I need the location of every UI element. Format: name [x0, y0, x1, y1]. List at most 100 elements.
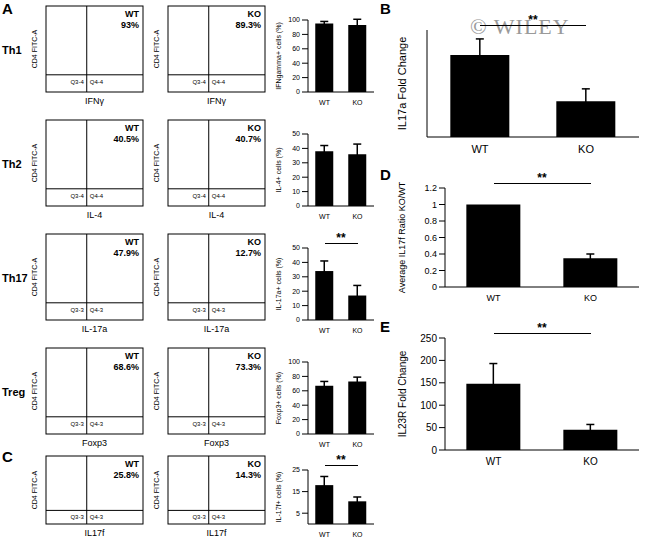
svg-text:WT: WT — [319, 327, 331, 334]
svg-text:150: 150 — [420, 377, 437, 388]
svg-text:IL-17a: IL-17a — [204, 324, 230, 334]
svg-text:Q4-3: Q4-3 — [90, 421, 104, 427]
svg-text:40.5%: 40.5% — [113, 134, 139, 144]
svg-text:10: 10 — [292, 302, 300, 309]
svg-text:20: 20 — [292, 74, 300, 81]
svg-text:IL23R Fold Change: IL23R Fold Change — [397, 350, 408, 437]
svg-text:Q4-4: Q4-4 — [212, 193, 226, 199]
svg-text:IL17f: IL17f — [84, 528, 105, 538]
svg-text:0: 0 — [431, 445, 437, 456]
svg-text:0.4: 0.4 — [424, 249, 437, 259]
svg-text:0: 0 — [296, 430, 300, 437]
svg-text:40: 40 — [292, 60, 300, 67]
svg-text:100: 100 — [420, 400, 437, 411]
svg-text:WT: WT — [319, 531, 331, 538]
svg-text:50: 50 — [426, 422, 438, 433]
svg-text:WT: WT — [319, 441, 331, 448]
svg-text:KO: KO — [248, 123, 262, 133]
svg-text:10: 10 — [292, 188, 300, 195]
svg-text:80: 80 — [292, 31, 300, 38]
svg-text:Q4-3: Q4-3 — [90, 307, 104, 313]
svg-text:Q4-3: Q4-3 — [212, 514, 226, 520]
svg-text:CD4 FITC-A: CD4 FITC-A — [31, 257, 38, 296]
svg-text:0.2: 0.2 — [424, 266, 437, 276]
svg-text:WT: WT — [125, 459, 139, 469]
svg-text:IFNγ: IFNγ — [207, 96, 226, 106]
svg-text:68.6%: 68.6% — [113, 362, 139, 372]
svg-text:IFNgamma+ cells (%): IFNgamma+ cells (%) — [275, 22, 283, 89]
svg-text:93%: 93% — [121, 20, 139, 30]
svg-text:Q3-3: Q3-3 — [70, 421, 84, 427]
svg-text:KO: KO — [352, 327, 363, 334]
svg-text:40.7%: 40.7% — [235, 134, 261, 144]
svg-text:Q3-3: Q3-3 — [70, 514, 84, 520]
svg-text:Foxp3: Foxp3 — [204, 438, 229, 448]
svg-text:IL17f: IL17f — [206, 528, 227, 538]
svg-text:WT: WT — [319, 213, 331, 220]
svg-text:KO: KO — [248, 237, 262, 247]
svg-text:Foxp3+ cells (%): Foxp3+ cells (%) — [275, 372, 283, 424]
svg-text:KO: KO — [248, 459, 262, 469]
svg-text:Q3-3: Q3-3 — [192, 307, 206, 313]
svg-text:Q4-3: Q4-3 — [90, 514, 104, 520]
svg-text:WT: WT — [125, 123, 139, 133]
svg-text:WT: WT — [487, 293, 501, 303]
svg-text:15: 15 — [292, 488, 300, 495]
svg-text:25.8%: 25.8% — [113, 470, 139, 480]
svg-text:0: 0 — [296, 202, 300, 209]
svg-text:100: 100 — [288, 16, 300, 23]
svg-text:CD4 FITC-A: CD4 FITC-A — [153, 470, 160, 509]
svg-text:1: 1 — [432, 200, 437, 210]
svg-text:89.3%: 89.3% — [235, 20, 261, 30]
svg-text:0: 0 — [296, 316, 300, 323]
svg-text:WT: WT — [125, 237, 139, 247]
svg-text:WT: WT — [471, 143, 488, 155]
svg-text:0.8: 0.8 — [424, 216, 437, 226]
svg-text:30: 30 — [292, 273, 300, 280]
svg-text:0: 0 — [432, 282, 437, 292]
svg-text:WT: WT — [125, 351, 139, 361]
svg-text:IL-17a: IL-17a — [82, 324, 108, 334]
svg-text:Q3-3: Q3-3 — [70, 307, 84, 313]
svg-text:KO: KO — [248, 9, 262, 19]
svg-text:60: 60 — [292, 45, 300, 52]
svg-text:KO: KO — [584, 293, 597, 303]
svg-text:WT: WT — [125, 9, 139, 19]
svg-text:250: 250 — [420, 333, 437, 344]
svg-text:KO: KO — [352, 531, 363, 538]
svg-text:20: 20 — [292, 416, 300, 423]
svg-text:Q4-3: Q4-3 — [212, 307, 226, 313]
svg-text:CD4 FITC-A: CD4 FITC-A — [31, 371, 38, 410]
svg-text:Q3-4: Q3-4 — [192, 79, 206, 85]
svg-text:30: 30 — [292, 159, 300, 166]
svg-text:KO: KO — [248, 351, 262, 361]
svg-text:14.3%: 14.3% — [235, 470, 261, 480]
svg-text:Q4-3: Q4-3 — [212, 421, 226, 427]
svg-text:CD4 FITC-A: CD4 FITC-A — [153, 257, 160, 296]
svg-text:Q3-3: Q3-3 — [192, 514, 206, 520]
svg-text:Q3-4: Q3-4 — [70, 193, 84, 199]
svg-text:Q4-4: Q4-4 — [212, 79, 226, 85]
svg-text:100: 100 — [288, 358, 300, 365]
svg-text:0: 0 — [296, 88, 300, 95]
svg-text:IL-4: IL-4 — [209, 210, 225, 220]
svg-text:CD4 FITC-A: CD4 FITC-A — [153, 143, 160, 182]
svg-text:IFNγ: IFNγ — [85, 96, 104, 106]
svg-text:0.6: 0.6 — [424, 233, 437, 243]
svg-text:IL-17f+ cells (%): IL-17f+ cells (%) — [275, 472, 283, 523]
svg-text:IL-4: IL-4 — [87, 210, 103, 220]
svg-text:25: 25 — [292, 466, 300, 473]
svg-text:Q3-3: Q3-3 — [192, 421, 206, 427]
svg-text:Q4-4: Q4-4 — [90, 79, 104, 85]
svg-text:60: 60 — [292, 387, 300, 394]
svg-text:Q4-4: Q4-4 — [90, 193, 104, 199]
svg-text:CD4 FITC-A: CD4 FITC-A — [31, 143, 38, 182]
svg-text:Q3-4: Q3-4 — [192, 193, 206, 199]
svg-text:CD4 FITC-A: CD4 FITC-A — [153, 29, 160, 68]
svg-text:5: 5 — [296, 510, 300, 517]
svg-text:CD4 FITC-A: CD4 FITC-A — [31, 470, 38, 509]
svg-text:WT: WT — [486, 456, 502, 467]
svg-text:KO: KO — [352, 99, 363, 106]
svg-text:WT: WT — [319, 99, 331, 106]
svg-text:200: 200 — [420, 355, 437, 366]
